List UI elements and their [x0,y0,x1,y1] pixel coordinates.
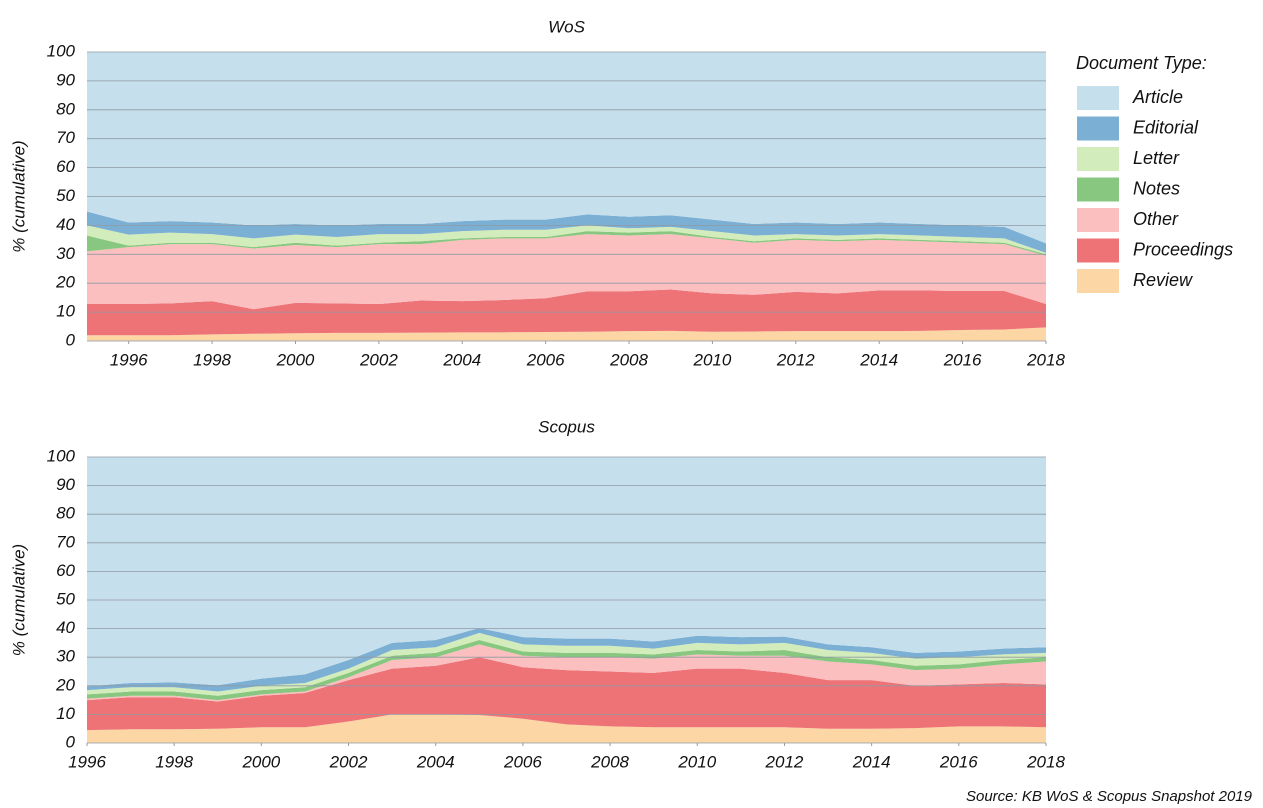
y-tick-label: 80 [56,99,75,118]
y-tick-label: 50 [56,589,75,608]
y-tick-label: 30 [56,244,75,263]
x-tick-label: 2016 [939,752,978,771]
area-layer [87,231,1046,256]
y-tick-label: 30 [56,647,75,666]
legend-swatch [1077,238,1119,263]
x-tick-label: 2000 [276,350,315,369]
legend-title: Document Type: [1076,53,1207,73]
y-tick-label: 60 [56,561,75,580]
x-tick-label: 1996 [68,752,106,771]
area-layer [87,632,1046,696]
legend-swatch [1077,269,1119,293]
x-tick-label: 2012 [776,350,815,369]
legend-label: Other [1133,209,1179,229]
legend-swatch [1077,86,1119,110]
chart-title: WoS [548,17,586,36]
area-layer [87,327,1046,341]
y-tick-label: 40 [56,618,75,637]
x-tick-label: 2002 [359,350,398,369]
y-tick-label: 70 [56,532,75,551]
y-tick-label: 100 [47,41,76,60]
y-tick-label: 0 [66,330,76,349]
x-tick-label: 2010 [677,752,716,771]
x-tick-label: 2002 [329,752,368,771]
y-tick-label: 10 [56,302,75,321]
legend-label: Letter [1133,148,1180,168]
x-tick-label: 2004 [442,350,481,369]
x-tick-label: 2008 [609,350,648,369]
y-tick-label: 20 [55,675,75,694]
x-tick-label: 2006 [503,752,542,771]
chart-title: Scopus [538,417,595,436]
legend-label: Notes [1133,178,1180,198]
area-layer [87,628,1046,692]
legend-swatch [1077,116,1119,141]
x-tick-label: 2018 [1026,752,1065,771]
x-tick-label: 2010 [693,350,732,369]
area-layer [87,52,1046,244]
x-tick-label: 2012 [765,752,804,771]
legend-swatch [1077,177,1119,202]
x-tick-label: 2008 [590,752,629,771]
y-tick-label: 20 [55,273,75,292]
y-tick-label: 40 [56,215,75,234]
x-tick-label: 1998 [193,350,231,369]
area-layer [87,225,1046,255]
legend-swatch [1077,208,1119,232]
y-tick-label: 70 [56,128,75,147]
y-tick-label: 90 [56,475,75,494]
x-tick-label: 1996 [110,350,148,369]
area-layer [87,211,1046,253]
area-layer [87,640,1046,701]
x-tick-label: 2000 [241,752,280,771]
x-tick-label: 2018 [1026,350,1065,369]
y-tick-label: 80 [56,504,75,523]
y-tick-label: 0 [66,732,76,751]
legend-label: Editorial [1133,117,1199,137]
legend-label: Article [1132,87,1183,107]
x-tick-label: 2014 [859,350,898,369]
legend-swatch [1077,147,1119,171]
y-tick-label: 10 [56,704,75,723]
x-tick-label: 2014 [852,752,891,771]
legend-label: Review [1133,270,1193,290]
x-tick-label: 2016 [943,350,982,369]
y-axis-label: % (cumulative) [9,140,28,252]
y-tick-label: 50 [56,186,75,205]
x-tick-label: 2006 [526,350,565,369]
y-tick-label: 100 [47,446,76,465]
x-tick-label: 1998 [155,752,193,771]
source-note: Source: KB WoS & Scopus Snapshot 2019 [966,788,1253,805]
area-layer [87,234,1046,310]
y-tick-label: 60 [56,157,75,176]
legend-label: Proceedings [1133,239,1233,259]
area-layer [87,657,1046,731]
x-tick-label: 2004 [416,752,455,771]
y-axis-label: % (cumulative) [9,544,28,656]
area-layer [87,714,1046,743]
y-tick-label: 90 [56,70,75,89]
